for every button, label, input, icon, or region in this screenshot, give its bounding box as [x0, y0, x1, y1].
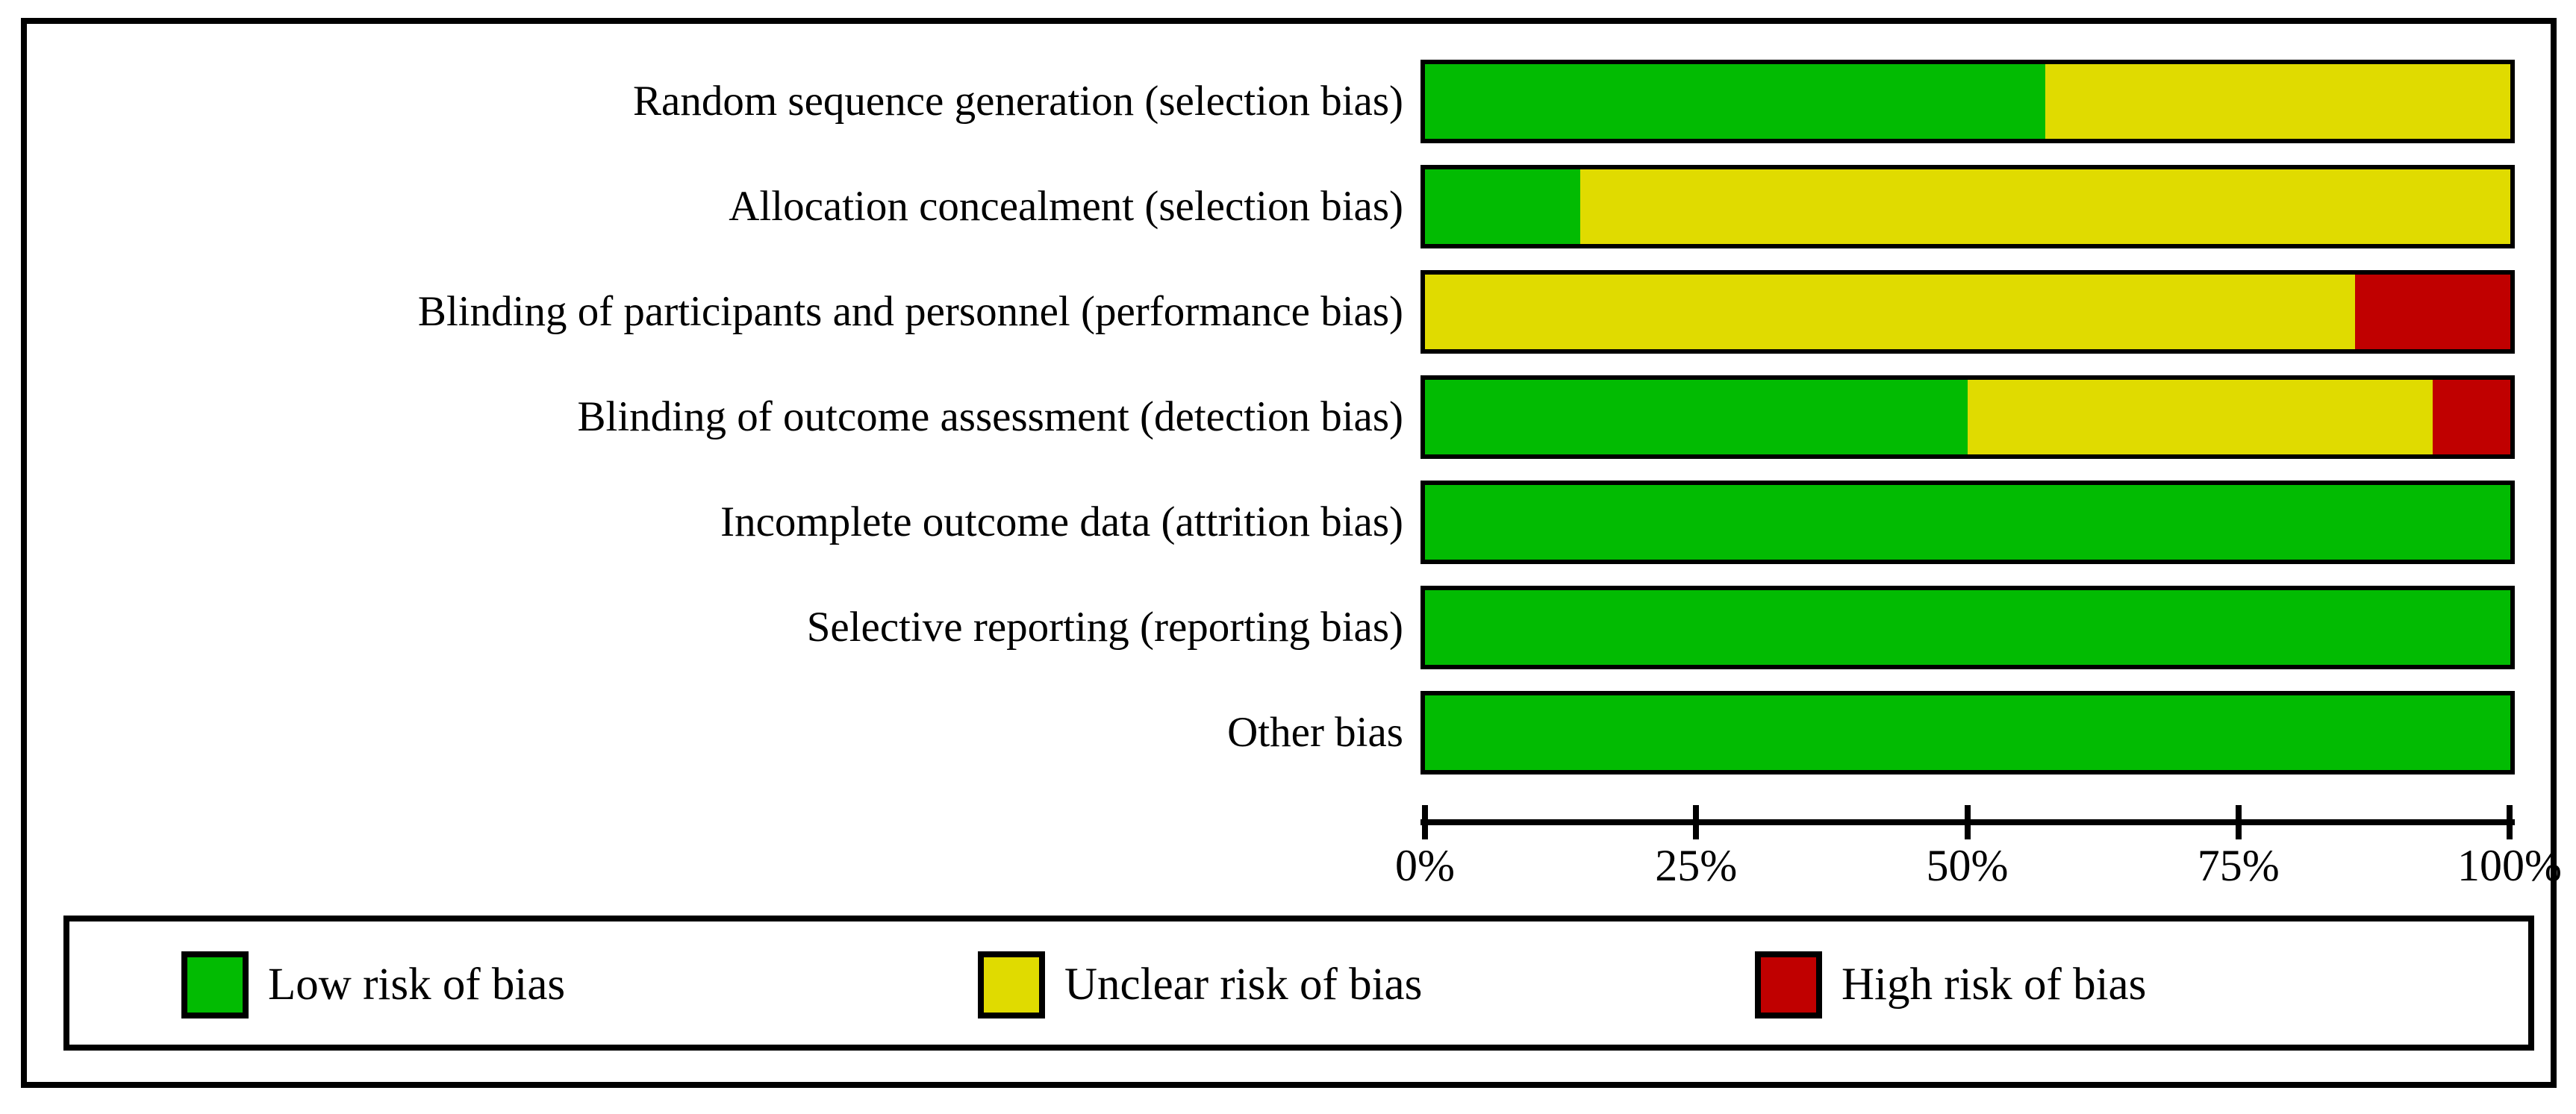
legend-item-unclear-risk-of-bias: Unclear risk of bias	[978, 951, 1422, 1019]
legend-box	[63, 916, 2534, 1051]
legend-label-low-risk-of-bias: Low risk of bias	[268, 960, 566, 1010]
stacked-bar-row-6	[1420, 586, 2515, 669]
unclear-risk-of-bias-segment	[2045, 64, 2510, 139]
category-label-blinding-of-participants-and-personnel-p: Blinding of participants and personnel (…	[417, 288, 1403, 335]
category-label-allocation-concealment-selection-bias: Allocation concealment (selection bias)	[729, 183, 1403, 230]
legend-label-high-risk-of-bias: High risk of bias	[1841, 960, 2147, 1010]
figure-outer-border	[21, 18, 2557, 1088]
unclear-risk-of-bias-segment	[1579, 169, 2510, 244]
low-risk-of-bias-segment	[1425, 485, 2510, 560]
x-axis-tick-label-25: 25%	[1655, 841, 1738, 890]
category-label-blinding-of-outcome-assessment-detection: Blinding of outcome assessment (detectio…	[577, 393, 1403, 440]
low-risk-of-bias-segment	[1425, 380, 1968, 454]
low-risk-of-bias-segment	[1425, 64, 2045, 139]
unclear-risk-of-bias-segment	[1425, 275, 2356, 349]
x-axis-tick-50	[1964, 805, 1971, 839]
x-axis-tick-100	[2507, 805, 2513, 839]
high-risk-of-bias-segment	[2433, 380, 2510, 454]
legend-item-high-risk-of-bias: High risk of bias	[1755, 951, 2146, 1019]
legend-item-low-risk-of-bias: Low risk of bias	[181, 951, 565, 1019]
low-risk-of-bias-segment	[1425, 695, 2510, 770]
stacked-bar-row-3	[1420, 270, 2515, 354]
stacked-bar-row-2	[1420, 165, 2515, 248]
x-axis-tick-label-75: 75%	[2197, 841, 2280, 890]
low-risk-of-bias-swatch	[181, 951, 249, 1018]
category-label-random-sequence-generation-selection-bia: Random sequence generation (selection bi…	[633, 78, 1403, 125]
high-risk-of-bias-segment	[2355, 275, 2510, 349]
category-label-incomplete-outcome-data-attrition-bias: Incomplete outcome data (attrition bias)	[720, 498, 1403, 545]
x-axis-tick-label-100: 100%	[2457, 841, 2562, 890]
stacked-bar-row-1	[1420, 60, 2515, 143]
x-axis-tick-label-50: 50%	[1926, 841, 2009, 890]
unclear-risk-of-bias-segment	[1968, 380, 2433, 454]
stacked-bar-row-7	[1420, 691, 2515, 775]
x-axis-tick-25	[1693, 805, 1700, 839]
x-axis-tick-0	[1422, 805, 1428, 839]
x-axis-tick-75	[2235, 805, 2242, 839]
high-risk-of-bias-swatch	[1755, 951, 1822, 1018]
x-axis-tick-label-0: 0%	[1395, 841, 1455, 890]
stacked-bar-row-4	[1420, 375, 2515, 459]
category-label-selective-reporting-reporting-bias: Selective reporting (reporting bias)	[806, 604, 1403, 651]
low-risk-of-bias-segment	[1425, 590, 2510, 665]
legend-label-unclear-risk-of-bias: Unclear risk of bias	[1064, 960, 1423, 1010]
stacked-bar-row-5	[1420, 481, 2515, 564]
low-risk-of-bias-segment	[1425, 169, 1580, 244]
unclear-risk-of-bias-swatch	[978, 951, 1045, 1018]
category-label-other-bias: Other bias	[1227, 709, 1403, 756]
